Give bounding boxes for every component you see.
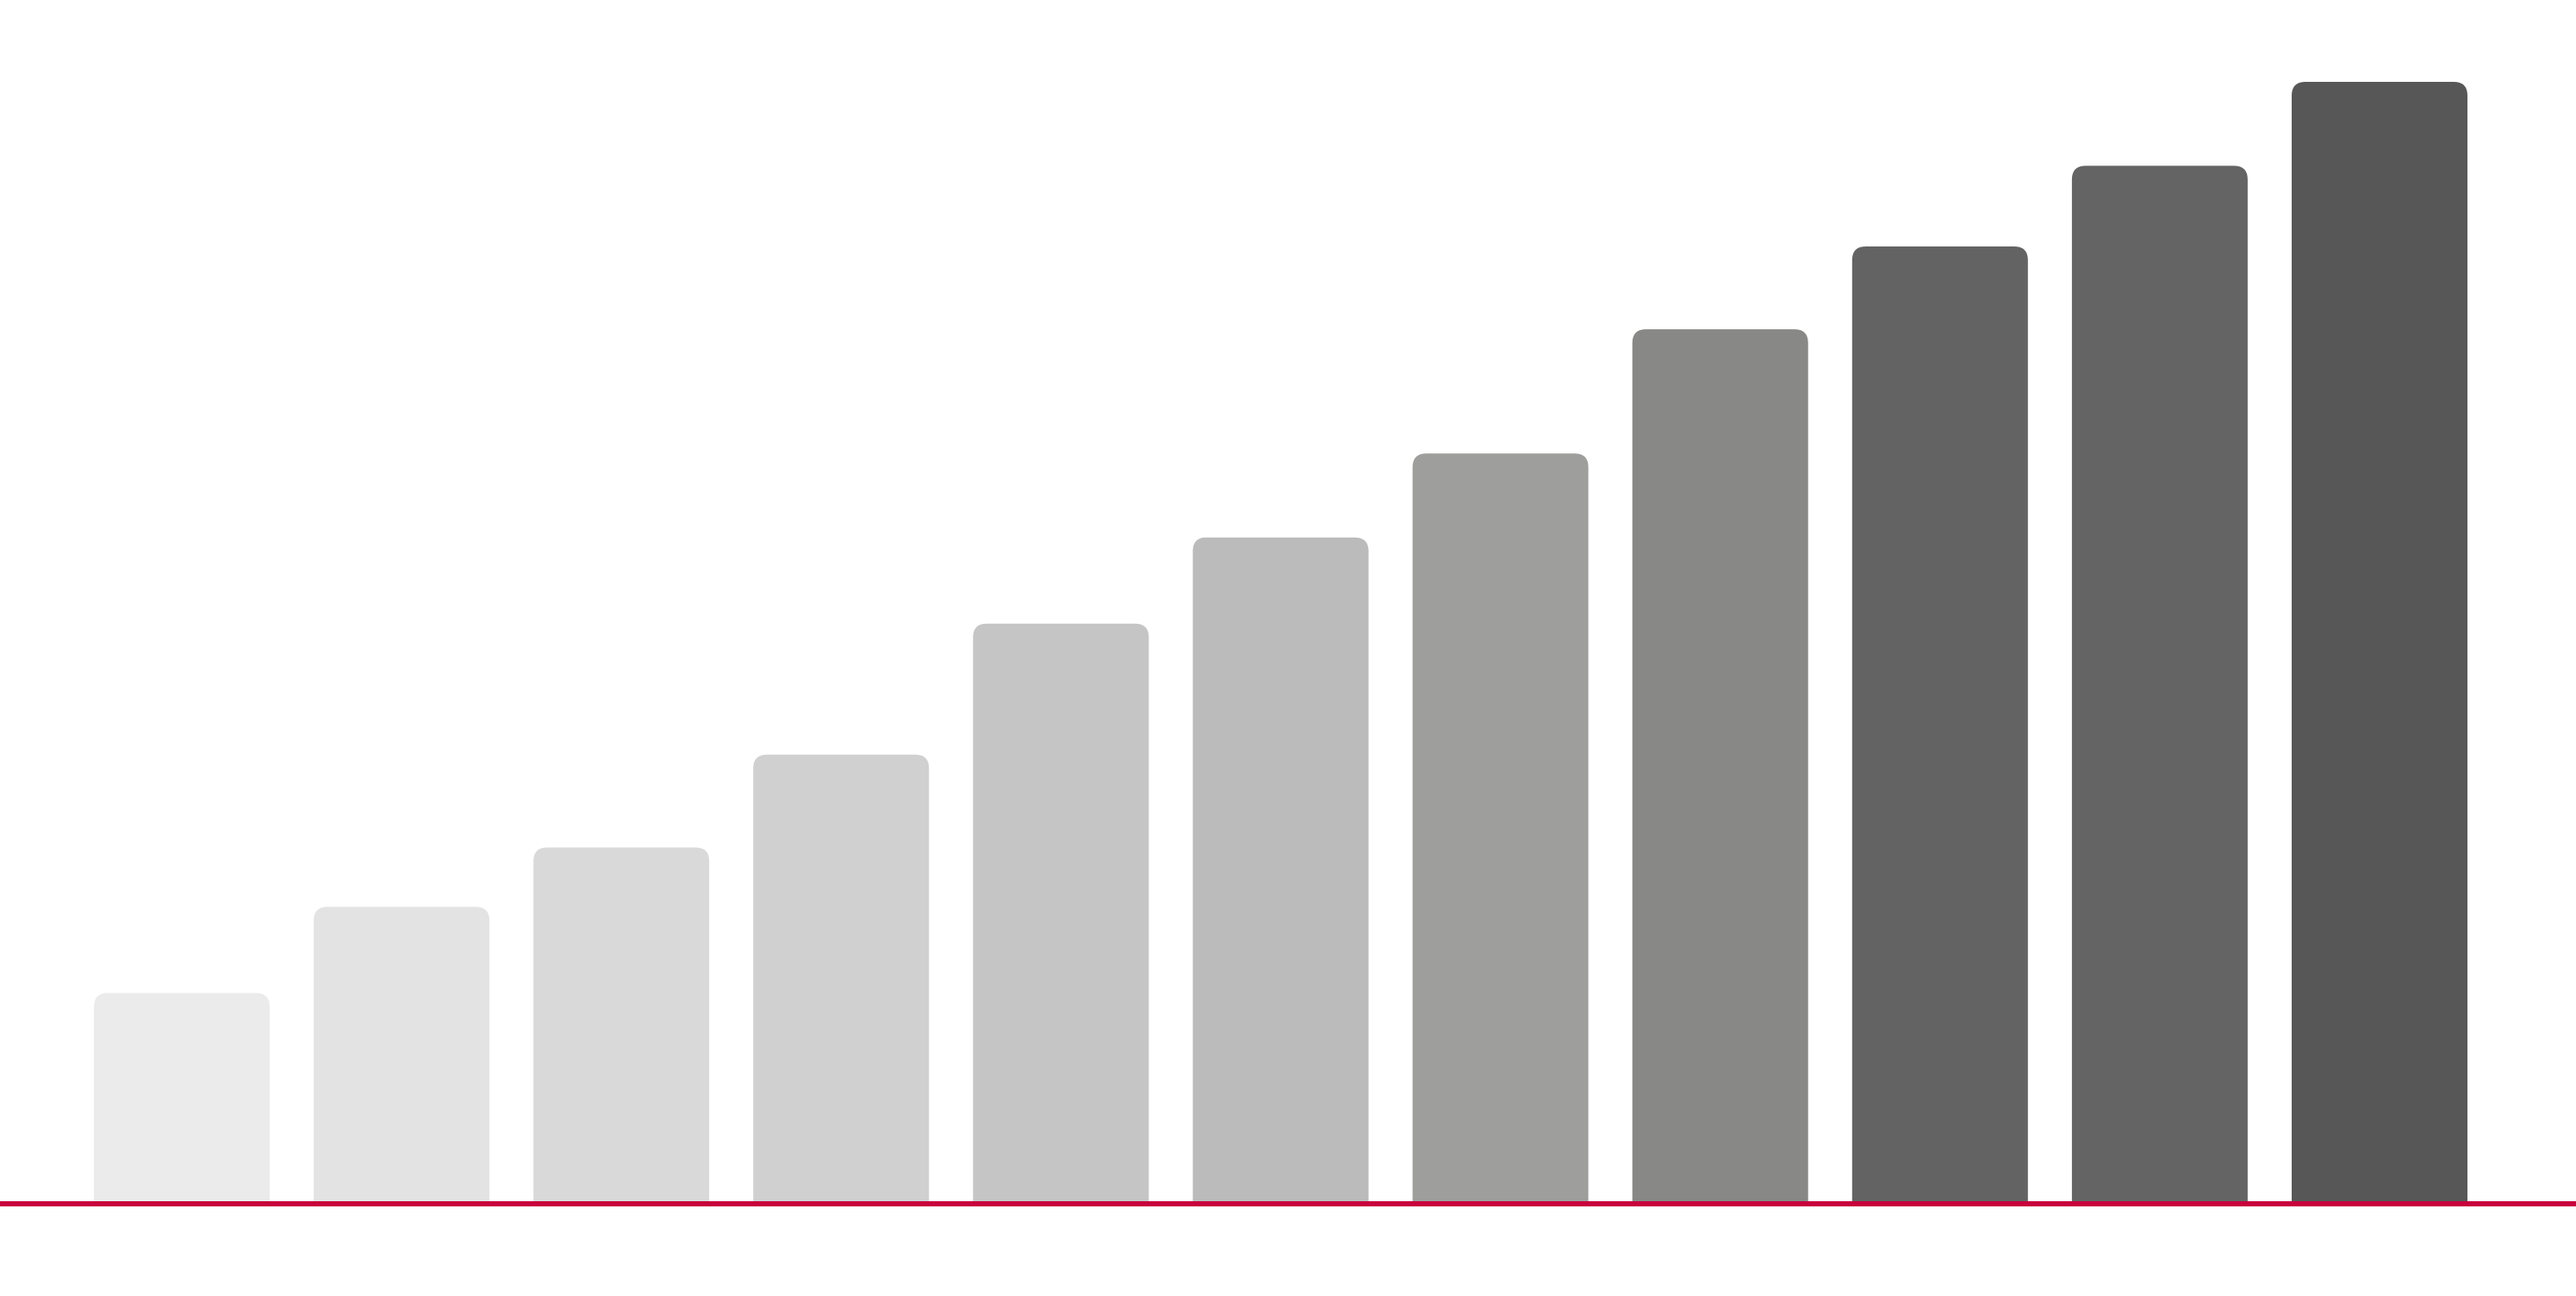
bar-2 xyxy=(314,907,490,1201)
bar-5 xyxy=(973,623,1149,1201)
baseline-axis xyxy=(0,1201,2576,1206)
bar-1 xyxy=(94,993,270,1201)
bar-4 xyxy=(753,754,930,1201)
bar-3 xyxy=(533,847,710,1201)
bar-11 xyxy=(2292,82,2467,1201)
bar-10 xyxy=(2071,165,2248,1201)
bar-6 xyxy=(1192,537,1369,1201)
bar-8 xyxy=(1632,329,1808,1202)
bar-7 xyxy=(1412,453,1589,1201)
bar-9 xyxy=(1851,246,2028,1201)
